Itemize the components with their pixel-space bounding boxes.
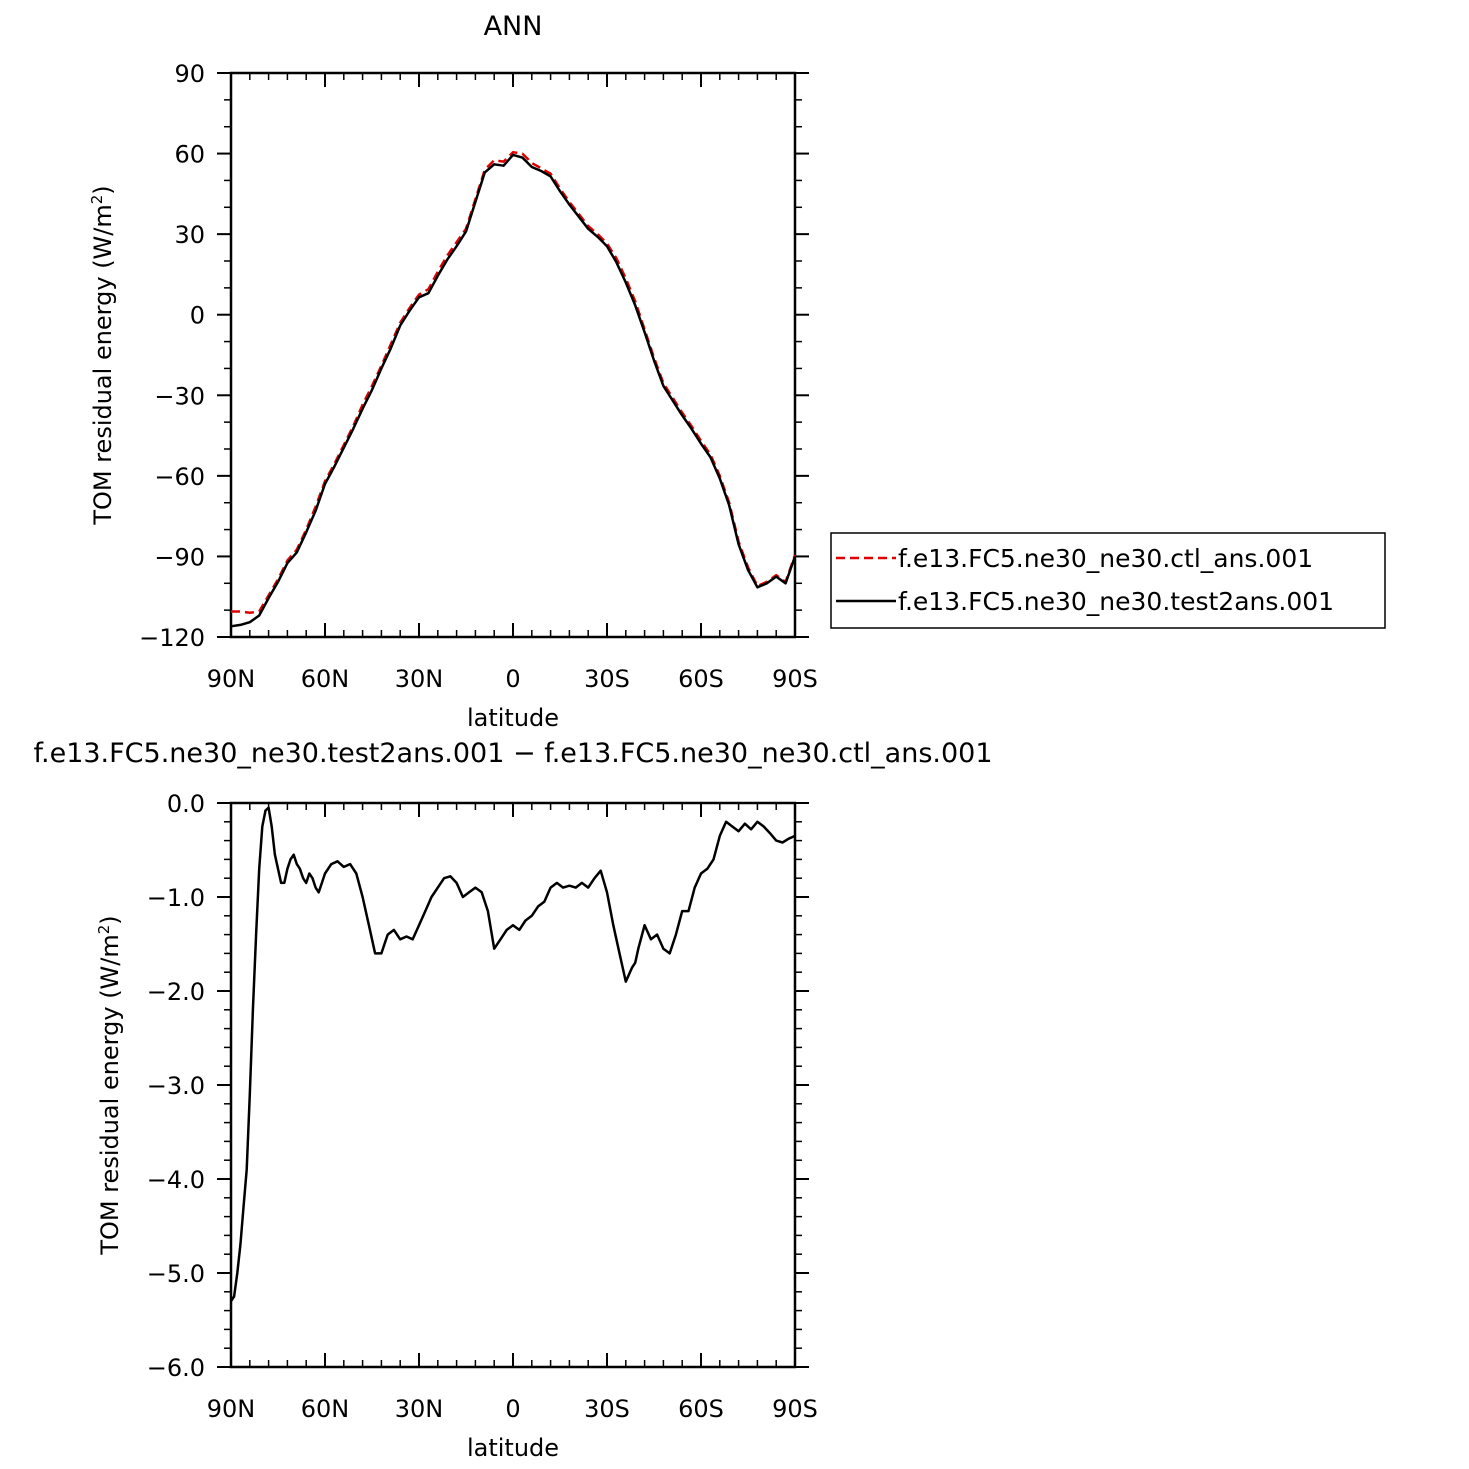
y-tick-label: −1.0 bbox=[147, 884, 205, 912]
y-tick-label: 90 bbox=[174, 60, 205, 88]
top-series-group bbox=[230, 150, 797, 628]
y-tick-label: −90 bbox=[154, 543, 205, 571]
x-tick-label: 60S bbox=[678, 1395, 724, 1423]
y-tick-label: −5.0 bbox=[147, 1260, 205, 1288]
y-tick-label: −120 bbox=[139, 624, 205, 652]
y-tick-label: −3.0 bbox=[147, 1072, 205, 1100]
x-tick-label: 30S bbox=[584, 1395, 630, 1423]
y-tick-label: 30 bbox=[174, 221, 205, 249]
series-line-1 bbox=[230, 153, 797, 628]
top-ticks bbox=[217, 72, 809, 638]
bottom-series-group bbox=[229, 806, 796, 1302]
x-tick-label: 30N bbox=[395, 1395, 444, 1423]
x-tick-label: 90S bbox=[772, 1395, 818, 1423]
x-tick-label: 90S bbox=[772, 665, 818, 693]
legend-label-test: f.e13.FC5.ne30_ne30.test2ans.001 bbox=[898, 587, 1334, 616]
y-tick-label: −4.0 bbox=[147, 1166, 205, 1194]
top-y-axis-label: TOM residual energy (W/m2) bbox=[88, 185, 117, 525]
top-plot-frame bbox=[229, 71, 797, 639]
x-tick-label: 30S bbox=[584, 665, 630, 693]
x-tick-label: 0 bbox=[505, 665, 520, 693]
x-tick-label: 60N bbox=[301, 1395, 350, 1423]
top-x-axis-label: latitude bbox=[467, 704, 559, 732]
series-line-0 bbox=[229, 806, 796, 1302]
y-tick-label: 0 bbox=[190, 302, 205, 330]
bottom-y-tick-labels: 0.0 −1.0 −2.0 −3.0 −4.0 −5.0 −6.0 bbox=[147, 790, 205, 1382]
top-x-tick-labels: 90N 60N 30N 0 30S 60S 90S bbox=[207, 665, 818, 693]
bottom-y-axis-label: TOM residual energy (W/m2) bbox=[95, 915, 124, 1255]
x-tick-label: 90N bbox=[207, 665, 256, 693]
y-tick-label: −2.0 bbox=[147, 978, 205, 1006]
y-tick-label: −6.0 bbox=[147, 1354, 205, 1382]
x-tick-label: 0 bbox=[505, 1395, 520, 1423]
legend-label-ctl: f.e13.FC5.ne30_ne30.ctl_ans.001 bbox=[898, 544, 1313, 573]
x-tick-label: 90N bbox=[207, 1395, 256, 1423]
x-tick-label: 60S bbox=[678, 665, 724, 693]
top-panel-title: ANN bbox=[484, 11, 543, 42]
series-line-0 bbox=[231, 150, 797, 615]
legend: f.e13.FC5.ne30_ne30.ctl_ans.001 f.e13.FC… bbox=[830, 532, 1386, 629]
x-tick-label: 60N bbox=[301, 665, 350, 693]
legend-box bbox=[830, 532, 1386, 629]
top-panel: ANN 90 60 30 0 −30 −60 −90 −120 90N 60N 30N 0 30S 60… bbox=[88, 11, 818, 732]
y-tick-label: −60 bbox=[154, 463, 205, 491]
bottom-x-tick-labels: 90N 60N 30N 0 30S 60S 90S bbox=[207, 1395, 818, 1423]
bottom-x-axis-label: latitude bbox=[467, 1434, 559, 1462]
top-y-tick-labels: 90 60 30 0 −30 −60 −90 −120 bbox=[139, 60, 205, 652]
x-tick-label: 30N bbox=[395, 665, 444, 693]
y-tick-label: 0.0 bbox=[167, 790, 205, 818]
y-tick-label: 60 bbox=[174, 141, 205, 169]
bottom-panel-title: f.e13.FC5.ne30_ne30.test2ans.001 − f.e13… bbox=[33, 738, 992, 769]
y-tick-label: −30 bbox=[154, 382, 205, 410]
bottom-ticks bbox=[217, 802, 809, 1368]
bottom-panel: f.e13.FC5.ne30_ne30.test2ans.001 − f.e13… bbox=[33, 738, 992, 1462]
